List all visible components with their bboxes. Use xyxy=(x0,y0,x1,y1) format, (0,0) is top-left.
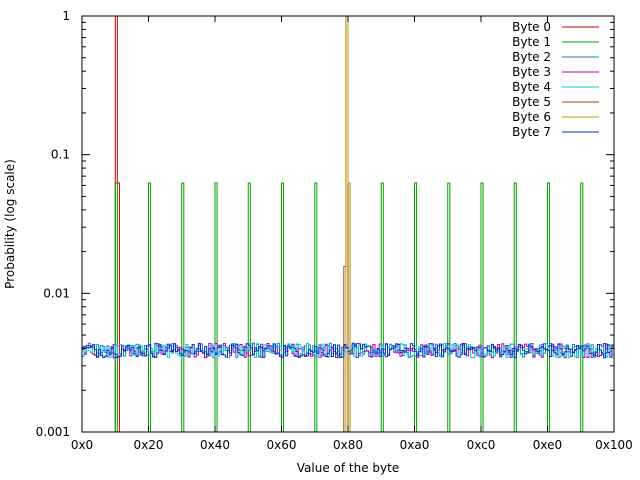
x-tick-label: 0xe0 xyxy=(533,438,562,452)
legend-label: Byte 1 xyxy=(512,35,551,49)
x-tick-label: 0x40 xyxy=(200,438,230,452)
x-tick-label: 0xa0 xyxy=(400,438,430,452)
x-axis-label: Value of the byte xyxy=(297,461,399,475)
x-tick-label: 0x0 xyxy=(71,438,93,452)
x-tick-label: 0x60 xyxy=(266,438,296,452)
legend-label: Byte 0 xyxy=(512,20,551,34)
legend-label: Byte 5 xyxy=(512,95,551,109)
y-tick-label: 0.1 xyxy=(51,148,70,162)
x-tick-label: 0xc0 xyxy=(467,438,496,452)
y-tick-label: 1 xyxy=(62,9,70,23)
y-axis: 0.001 0.01 0.1 1 xyxy=(36,9,614,439)
y-tick-label: 0.001 xyxy=(36,425,70,439)
series-line-byte-7 xyxy=(82,342,614,359)
x-tick-label: 0x100 xyxy=(595,438,633,452)
x-tick-label: 0x20 xyxy=(133,438,163,452)
y-axis-label: Probability (log scale) xyxy=(3,159,17,289)
legend-label: Byte 3 xyxy=(512,65,551,79)
legend-label: Byte 2 xyxy=(512,50,551,64)
x-axis: 0x0 0x20 0x40 0x60 0x80 0xa0 0xc0 0xe0 0x100 xyxy=(71,16,633,452)
x-tick-label: 0x80 xyxy=(333,438,363,452)
y-tick-label: 0.01 xyxy=(43,286,70,300)
legend-label: Byte 6 xyxy=(512,110,551,124)
legend-label: Byte 4 xyxy=(512,80,551,94)
legend-label: Byte 7 xyxy=(512,125,551,139)
